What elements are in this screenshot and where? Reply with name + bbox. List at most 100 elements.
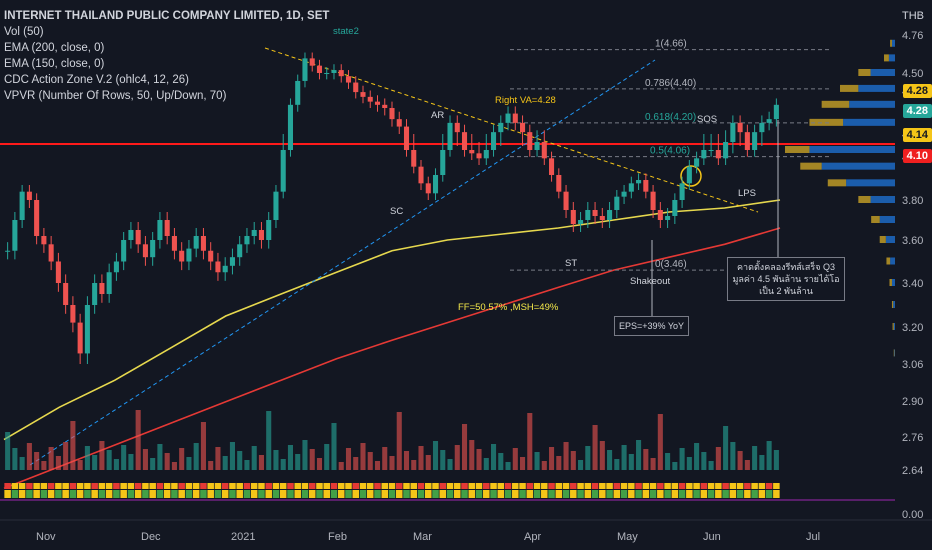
candle-body — [432, 175, 439, 194]
zone-bar-top — [69, 483, 77, 489]
zone-bar-top — [715, 483, 722, 489]
candle-body — [26, 191, 32, 200]
candle-body — [614, 196, 620, 210]
candle-body — [607, 210, 613, 220]
candle-body — [345, 76, 352, 83]
wyckoff-label: SOS — [697, 114, 717, 125]
wyckoff-label: SC — [390, 206, 403, 217]
legend-ema200[interactable]: EMA (200, close, 0) — [4, 42, 105, 54]
legend-vpvr[interactable]: VPVR (Number Of Rows, 50, Up/Down, 70) — [4, 90, 227, 102]
wyckoff-labels: state2 Right VA=4.28 AR SC ST Shakeout SOS LPS F… — [333, 26, 756, 313]
zone-bar-top — [47, 483, 55, 489]
vp-down-bar — [884, 54, 889, 62]
sos-circle — [680, 165, 702, 187]
candle-body — [715, 150, 721, 159]
zone-bar-bottom — [337, 490, 345, 498]
legend-vol[interactable]: Vol (50) — [4, 26, 44, 38]
fib-label: 0.618(4.20) — [645, 112, 696, 123]
volume-bar — [171, 462, 177, 470]
price-tick-label: 3.80 — [902, 195, 923, 207]
candle-body — [113, 261, 119, 273]
wyckoff-label: LPS — [738, 188, 756, 199]
zone-bar-bottom — [171, 490, 178, 498]
zone-bar-bottom — [715, 490, 722, 498]
zone-bar-bottom — [548, 490, 555, 498]
zone-bar-bottom — [562, 490, 570, 498]
candle-body — [737, 122, 743, 133]
legend-cdc[interactable]: CDC Action Zone V.2 (ohlc4, 12, 26) — [4, 74, 189, 86]
zone-bar-top — [388, 483, 396, 489]
candle-body — [222, 265, 228, 273]
zone-bar-top — [98, 483, 106, 489]
zone-bar-bottom — [178, 490, 185, 498]
volume-bar — [665, 453, 671, 470]
zone-bar-bottom — [736, 490, 744, 498]
volume-bar — [99, 441, 105, 470]
zone-bar-top — [758, 483, 766, 489]
legend-ema150[interactable]: EMA (150, close, 0) — [4, 58, 105, 70]
candle-body — [447, 122, 453, 150]
zone-bar-bottom — [207, 490, 214, 498]
volume-bar — [113, 459, 119, 470]
zone-bar-top — [555, 483, 563, 489]
volume-bar — [353, 457, 359, 470]
volume-bar — [715, 447, 721, 470]
zone-bar-top — [200, 483, 207, 489]
candle-body — [461, 132, 468, 150]
fib-levels: 1(4.66) 0.786(4.40) 0.618(4.20) 0.5(4.06) 0(… — [510, 39, 830, 271]
volume-bar — [570, 451, 576, 470]
zone-bar-top — [337, 483, 345, 489]
zone-bar-bottom — [765, 490, 773, 498]
zone-bar-top — [287, 483, 294, 489]
zone-bar-bottom — [352, 490, 360, 498]
volume-bar — [92, 455, 98, 470]
price-tick-label: 2.90 — [902, 396, 923, 408]
candle-body — [643, 180, 649, 192]
volume-bar — [657, 414, 663, 470]
zone-bar-bottom — [345, 490, 352, 498]
volume-bar — [694, 443, 700, 470]
zone-bar-top — [678, 483, 686, 489]
chart-title[interactable]: INTERNET THAILAND PUBLIC COMPANY LIMITED… — [4, 10, 330, 22]
zone-bar-bottom — [722, 490, 729, 498]
zone-bar-top — [686, 483, 693, 489]
zone-histogram — [4, 483, 780, 498]
time-tick-label: Apr — [524, 531, 541, 543]
zone-bar-bottom — [678, 490, 686, 498]
volume-bar — [251, 446, 257, 470]
zone-bar-bottom — [577, 490, 584, 498]
zone-bar-top — [26, 483, 33, 489]
price-tick-label: 4.50 — [902, 68, 923, 80]
zone-bar-top — [773, 483, 780, 489]
zone-bar-bottom — [149, 490, 156, 498]
zone-bar-bottom — [120, 490, 127, 498]
candle-body — [454, 122, 460, 133]
zone-bar-top — [497, 483, 505, 489]
time-axis[interactable]: Nov Dec 2021 Feb Mar Apr May Jun Jul — [36, 531, 820, 543]
zone-bar-top — [664, 483, 671, 489]
volume-bar — [374, 461, 381, 470]
wyckoff-label: ST — [565, 258, 577, 269]
volume-bar — [157, 444, 163, 470]
candle-body — [694, 158, 700, 167]
zone-bar-top — [765, 483, 773, 489]
volume-bar — [273, 450, 279, 470]
candle-body — [592, 210, 598, 216]
zone-bar-bottom — [265, 490, 272, 498]
zone-bar-top — [11, 483, 19, 489]
zone-bar-bottom — [40, 490, 48, 498]
zone-bar-bottom — [555, 490, 563, 498]
candle-body — [752, 132, 758, 150]
zone-bar-bottom — [700, 490, 708, 498]
zone-bar-top — [483, 483, 490, 489]
volume-bar — [469, 440, 475, 470]
volume-bar — [41, 461, 47, 470]
zone-bar-top — [352, 483, 360, 489]
volume-bar — [744, 460, 750, 470]
zone-bar-bottom — [366, 490, 374, 498]
zone-bar-top — [519, 483, 526, 489]
volume-bar — [12, 448, 18, 470]
zone-bar-bottom — [417, 490, 425, 498]
candle-body — [251, 230, 257, 236]
